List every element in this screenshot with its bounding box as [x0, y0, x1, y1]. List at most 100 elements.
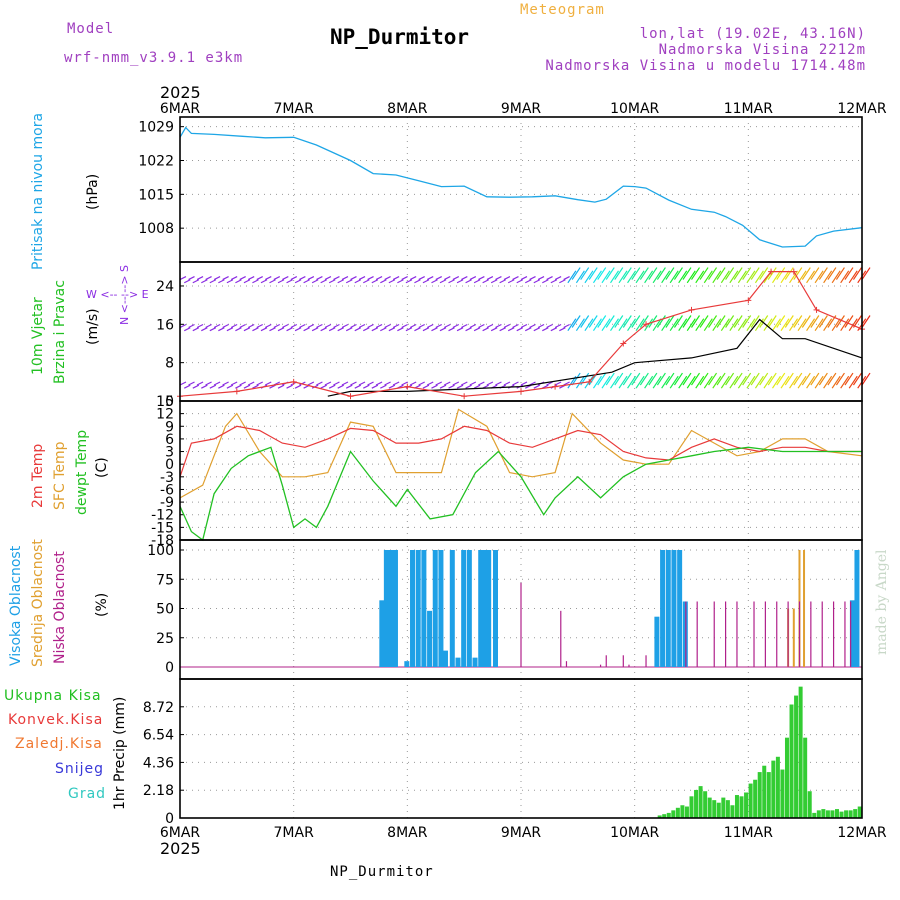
wind-barb	[754, 318, 764, 332]
wind-barb	[444, 381, 451, 386]
wind-barb	[201, 327, 208, 332]
wind-barb	[725, 372, 735, 386]
wind-barb	[750, 267, 760, 280]
cloud-high-bar	[415, 550, 421, 667]
temp-2m-line	[179, 425, 862, 477]
cloud-high-bar	[849, 600, 855, 667]
wind-barb	[273, 276, 281, 281]
wind-barb	[183, 279, 191, 284]
wind-barb	[580, 267, 590, 280]
wind-barb	[644, 270, 654, 284]
wind-barb	[729, 318, 739, 332]
wind-barb	[252, 384, 259, 389]
x-tick-bottom: 9MAR	[501, 825, 542, 841]
wind-barb	[507, 327, 515, 332]
wind-barb	[307, 276, 315, 281]
wind-barb	[286, 384, 293, 389]
wind-barb	[746, 375, 756, 389]
x-tick-bottom: 10MAR	[610, 825, 659, 841]
wind-barb	[686, 375, 696, 389]
wind-barb	[371, 327, 379, 332]
wind-barb	[627, 375, 637, 389]
wind-barb	[367, 381, 374, 386]
wind-speed-marker	[643, 321, 650, 328]
wind-barb	[230, 381, 238, 386]
x-tick-bottom: 7MAR	[274, 825, 315, 841]
precip-bar	[716, 802, 721, 818]
wind-barb	[188, 323, 195, 329]
wind-barb	[771, 318, 781, 332]
wind-barb	[341, 276, 349, 281]
precip-bar	[666, 812, 671, 818]
wind-barb	[789, 270, 799, 284]
y-tick-label: 3	[165, 445, 174, 461]
wind-barb	[392, 381, 400, 386]
wind-barb	[218, 384, 225, 389]
wind-barb	[303, 327, 310, 332]
wind-barb	[597, 315, 607, 328]
wind-barb	[818, 315, 828, 328]
wind-barb	[333, 381, 340, 386]
wind-barb	[495, 276, 502, 281]
wind-barb	[754, 270, 764, 284]
wind-speed-marker	[461, 393, 468, 400]
wind-barb	[656, 372, 666, 386]
wind-barb	[452, 276, 460, 281]
wind-barb	[358, 323, 366, 329]
wind-barb	[750, 372, 760, 386]
wind-barb	[354, 279, 362, 284]
wind-barb	[388, 279, 396, 284]
wind-barb	[776, 315, 786, 328]
sfc-temp-line	[179, 408, 863, 499]
wind-barb	[801, 372, 811, 386]
precip-bar	[730, 805, 735, 818]
wind-barb	[316, 323, 323, 329]
cloud-high-label: Visoka Oblacnost	[8, 545, 24, 666]
wind-barb	[490, 327, 498, 332]
cloud-mid-label: Srednja Oblacnost	[30, 539, 46, 667]
cloud-unit: (%)	[94, 593, 110, 617]
precip-bar	[816, 810, 821, 818]
wind-barb	[844, 315, 854, 328]
wind-barb	[469, 323, 477, 329]
cloud-high-bar	[392, 550, 398, 667]
wind-barb	[848, 375, 858, 389]
wind-barb	[520, 276, 528, 281]
wind-barb	[333, 323, 340, 329]
wind-barb	[363, 279, 370, 284]
y-tick-label: 16	[156, 317, 174, 333]
wind-barb	[806, 318, 816, 332]
temp-unit: (C)	[94, 457, 110, 478]
wind-barb	[823, 375, 833, 389]
wind-barb	[375, 276, 383, 281]
wind-barb	[183, 384, 191, 389]
wind-barb	[503, 323, 511, 329]
wind-barb	[205, 381, 212, 386]
wind-barb	[269, 327, 276, 332]
wind-speed-marker	[688, 306, 695, 313]
watermark: made by Angel	[874, 549, 890, 655]
wind-barb	[179, 381, 187, 386]
precip-bar	[689, 796, 694, 818]
wind-speed-marker	[813, 306, 820, 313]
wind-barb	[550, 327, 558, 332]
wind-barb	[559, 327, 566, 332]
wind-barb	[546, 381, 553, 386]
wind-speed-marker	[552, 383, 559, 390]
wind-barb	[767, 372, 777, 386]
wind-barb	[260, 279, 268, 284]
wind-barb	[333, 276, 340, 281]
wind-barb	[669, 318, 679, 332]
wind-barb	[235, 384, 242, 389]
wind-barb	[669, 270, 679, 284]
wind-title-1: 10m Vjetar	[30, 297, 46, 375]
wind-barb	[405, 279, 413, 284]
wind-barb	[563, 276, 570, 281]
precip-bar	[757, 772, 762, 818]
model-label: Model	[67, 21, 114, 37]
wind-barb	[703, 318, 713, 332]
wind-barb	[631, 372, 641, 386]
cloud-high-bar	[486, 550, 492, 667]
y-tick-label: 0	[165, 394, 174, 410]
